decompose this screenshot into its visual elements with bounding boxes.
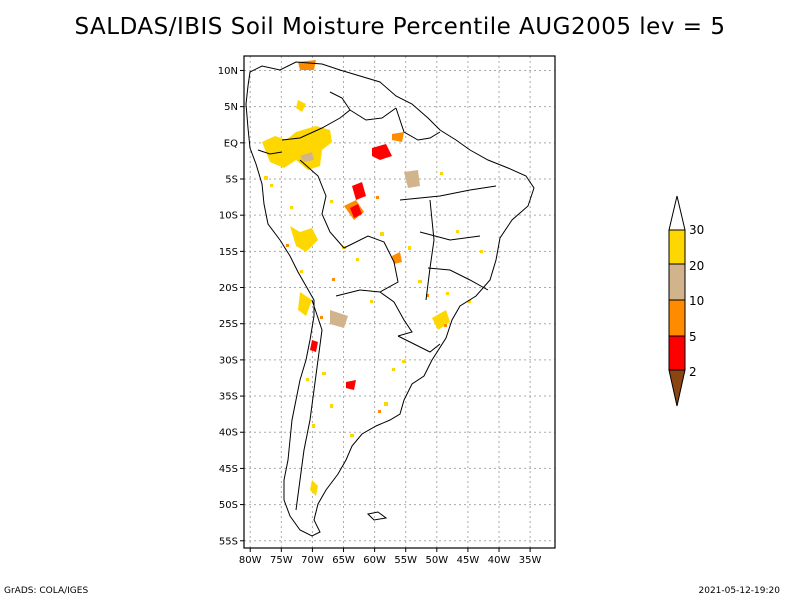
longitude-tick-labels: 80W 75W 70W 65W 60W 55W 50W 45W 40W 35W [239,548,542,566]
colorbar-label-5: 5 [689,330,697,344]
lat-tick-label: 10S [219,211,238,222]
patch-2-5-andes [310,340,318,352]
border-venezuela [349,107,397,121]
border-peru-brazil [299,159,345,249]
patch-20-30-chile-south [310,480,318,496]
border-argentina-north [335,289,361,297]
border-brazil-states-3 [427,267,489,291]
map-grid [244,56,555,548]
latitude-tick-labels: 10N 5N EQ 5S 10S 15S 20S 25S 30S 35S 40S 45S 50S 55S [218,66,244,547]
colorbar-5-10 [668,299,686,337]
border-guyanas [395,107,441,141]
lon-tick-label: 60W [363,555,386,566]
colorbar-2-5 [668,335,686,371]
lon-tick-label: 40W [488,555,511,566]
border-bolivia [343,235,399,293]
patch-2-5-amazon-1 [352,182,366,200]
lat-tick-label: 20S [219,283,238,294]
lat-tick-label: 30S [219,355,238,366]
lon-tick-label: 70W [301,555,324,566]
patch-20-30-peru [290,226,318,252]
footer-timestamp: 2021-05-12-19:20 [698,586,781,596]
colorbar-label-30: 30 [689,223,704,237]
patch-5-10-south-brazil [392,252,402,264]
patch-2-5-argentina [346,380,356,390]
lon-tick-label: 50W [426,555,449,566]
patch-5-10-guyana [392,132,404,142]
lon-tick-label: 45W [457,555,480,566]
lat-tick-label: 15S [219,247,238,258]
patch-10-20-north-colombia [300,152,314,162]
border-brazil-states-1 [399,185,497,201]
lat-tick-label: 55S [219,536,238,547]
patch-20-30-andes [298,292,312,316]
patch-2-5-amazon-2 [350,204,362,218]
map-title: SALDAS/IBIS Soil Moisture Percentile AUG… [74,14,726,40]
lat-tick-label: 25S [219,319,238,330]
lat-tick-label: 50S [219,500,238,511]
border-brazil-states-2 [419,231,481,241]
patch-10-20-south [330,310,348,328]
colorbar-above-30 [668,195,686,231]
lat-tick-label: 45S [219,464,238,475]
patch-10-20-northeast [404,170,420,188]
colorbar: 30 20 10 5 2 [668,195,704,407]
lat-tick-label: 40S [219,428,238,439]
border-paraguay [379,291,413,337]
patch-5-10-venezuela [298,60,316,70]
patch-20-30-brazil-coast [432,310,450,330]
map-frame-border [243,55,556,549]
lat-tick-label: 10N [218,66,238,77]
patch-20-30-northwest [262,126,332,170]
lon-tick-label: 55W [394,555,417,566]
colorbar-label-10: 10 [689,294,704,308]
lon-tick-label: 75W [270,555,293,566]
border-uruguay [397,335,441,353]
border-colombia [281,91,351,141]
lat-tick-label: 5S [225,175,238,186]
lat-tick-label: 5N [224,102,238,113]
colorbar-20-30 [668,229,686,265]
lon-tick-label: 65W [332,555,355,566]
footer-credit: GrADS: COLA/IGES [4,586,89,596]
colorbar-label-20: 20 [689,259,704,273]
patch-20-30-north [296,100,306,112]
soil-moisture-patches [262,60,483,496]
border-argentina-chile [295,299,323,511]
border-ecuador [257,149,283,155]
colorbar-below-2 [668,369,686,407]
lon-tick-label: 35W [519,555,542,566]
lat-tick-label: 35S [219,392,238,403]
scattered-dots-yellow [264,172,483,437]
border-brazil-states-4 [425,199,435,301]
colorbar-label-2: 2 [689,365,697,379]
colorbar-10-20 [668,263,686,301]
continent-outline [245,61,535,537]
patch-2-5-guyana [372,144,392,160]
falklands [366,511,388,521]
scattered-dots-orange [286,196,447,413]
lat-tick-label: EQ [224,138,238,149]
lon-tick-label: 80W [239,555,262,566]
country-borders [245,61,535,537]
